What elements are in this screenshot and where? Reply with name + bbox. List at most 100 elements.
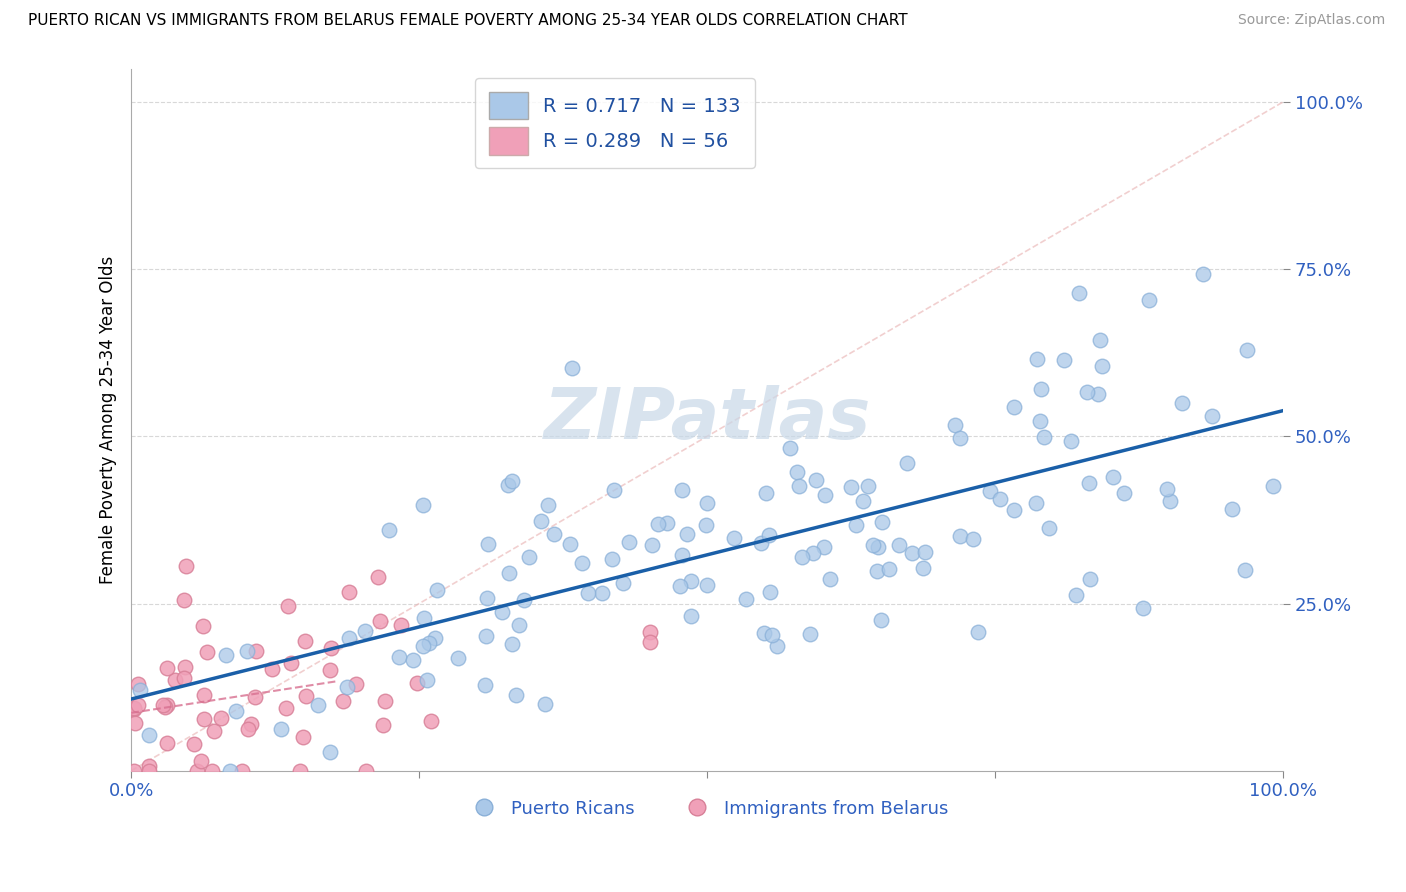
Text: Source: ZipAtlas.com: Source: ZipAtlas.com [1237, 13, 1385, 28]
Text: ZIPatlas: ZIPatlas [544, 385, 870, 454]
Point [1091, 359, 1114, 373]
Point [239, 717, 262, 731]
Point [804, 473, 827, 487]
Point [155, 700, 177, 714]
Point [841, 480, 863, 494]
Point [641, 538, 664, 552]
Point [862, 538, 884, 552]
Point [124, 702, 146, 716]
Legend: Puerto Ricans, Immigrants from Belarus: Puerto Ricans, Immigrants from Belarus [458, 792, 956, 825]
Point [600, 551, 623, 566]
Point [505, 689, 527, 703]
Point [270, 722, 292, 736]
Point [474, 678, 496, 692]
Point [543, 526, 565, 541]
Point [193, 619, 215, 633]
Point [197, 645, 219, 659]
Point [288, 764, 311, 778]
Point [870, 613, 893, 627]
Point [378, 523, 401, 537]
Point [647, 516, 669, 531]
Point [319, 745, 342, 759]
Point [1156, 482, 1178, 496]
Point [723, 531, 745, 545]
Point [426, 583, 449, 598]
Point [367, 570, 389, 584]
Point [423, 631, 446, 645]
Point [1078, 475, 1101, 490]
Point [202, 723, 225, 738]
Point [405, 676, 427, 690]
Point [245, 644, 267, 658]
Point [856, 479, 879, 493]
Point [508, 618, 530, 632]
Point [779, 442, 801, 456]
Point [1236, 343, 1258, 357]
Point [389, 618, 412, 632]
Point [190, 754, 212, 768]
Point [1029, 414, 1052, 428]
Point [612, 576, 634, 591]
Point [209, 711, 232, 725]
Point [294, 634, 316, 648]
Point [173, 671, 195, 685]
Point [1029, 382, 1052, 396]
Point [215, 648, 238, 662]
Point [276, 701, 298, 715]
Text: PUERTO RICAN VS IMMIGRANTS FROM BELARUS FEMALE POVERTY AMONG 25-34 YEAR OLDS COR: PUERTO RICAN VS IMMIGRANTS FROM BELARUS … [28, 13, 908, 29]
Point [163, 673, 186, 687]
Point [420, 714, 443, 729]
Point [496, 477, 519, 491]
Point [1060, 434, 1083, 448]
Point [1102, 470, 1125, 484]
Point [534, 697, 557, 711]
Point [127, 677, 149, 691]
Point [156, 698, 179, 712]
Point [418, 636, 440, 650]
Point [679, 608, 702, 623]
Point [193, 712, 215, 726]
Point [749, 536, 772, 550]
Point [319, 663, 342, 677]
Point [152, 698, 174, 712]
Point [122, 764, 145, 778]
Point [138, 764, 160, 778]
Point [558, 537, 581, 551]
Point [193, 688, 215, 702]
Point [124, 716, 146, 731]
Point [979, 484, 1001, 499]
Point [1159, 493, 1181, 508]
Point [638, 635, 661, 649]
Point [491, 605, 513, 619]
Point [765, 639, 787, 653]
Point [307, 698, 329, 712]
Point [668, 579, 690, 593]
Point [344, 677, 367, 691]
Point [887, 538, 910, 552]
Point [122, 700, 145, 714]
Point [138, 759, 160, 773]
Point [911, 560, 934, 574]
Point [801, 546, 824, 560]
Point [1112, 486, 1135, 500]
Point [1132, 600, 1154, 615]
Point [280, 657, 302, 671]
Point [671, 548, 693, 562]
Point [576, 586, 599, 600]
Point [603, 483, 626, 498]
Point [127, 698, 149, 712]
Point [943, 418, 966, 433]
Point [813, 541, 835, 555]
Point [852, 494, 875, 508]
Point [696, 496, 718, 510]
Point [1171, 396, 1194, 410]
Point [277, 599, 299, 613]
Point [1191, 268, 1213, 282]
Point [186, 764, 208, 778]
Point [371, 718, 394, 732]
Point [1087, 387, 1109, 401]
Point [173, 593, 195, 607]
Point [174, 559, 197, 574]
Point [1233, 562, 1256, 576]
Point [412, 498, 434, 512]
